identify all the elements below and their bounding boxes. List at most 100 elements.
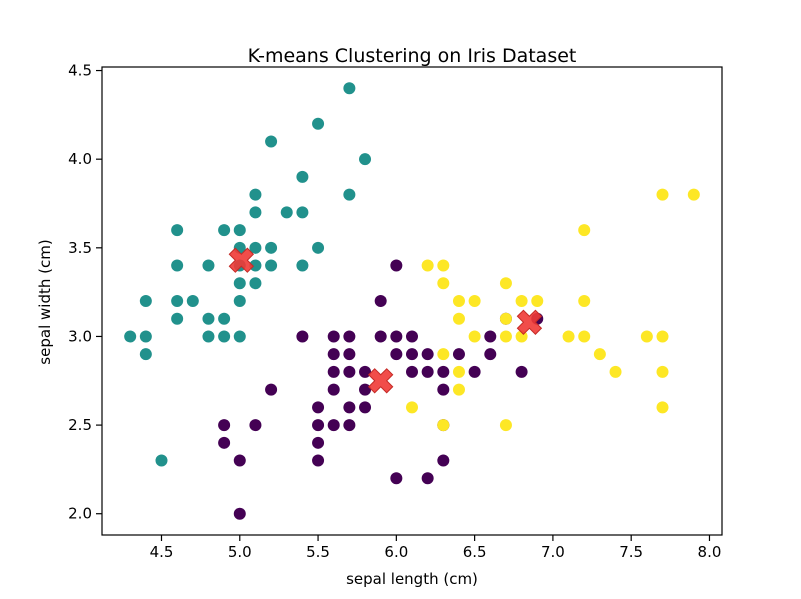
scatter-point-cluster-1 xyxy=(312,401,325,414)
scatter-point-cluster-2 xyxy=(452,383,465,396)
y-tick-label: 4.5 xyxy=(68,62,92,80)
scatter-point-cluster-2 xyxy=(499,330,512,343)
scatter-point-cluster-1 xyxy=(406,330,418,343)
scatter-point-cluster-2 xyxy=(421,259,434,272)
scatter-point-cluster-1 xyxy=(390,259,403,272)
scatter-point-cluster-1 xyxy=(327,348,340,361)
scatter-point-cluster-1 xyxy=(515,365,528,378)
scatter-point-cluster-1 xyxy=(233,507,246,520)
scatter-point-cluster-2 xyxy=(499,312,512,325)
scatter-point-cluster-0 xyxy=(343,188,356,201)
scatter-point-cluster-2 xyxy=(499,277,512,290)
scatter-point-cluster-1 xyxy=(421,348,434,361)
scatter-point-cluster-0 xyxy=(139,330,152,343)
x-tick-label: 6.5 xyxy=(463,543,487,561)
scatter-point-cluster-2 xyxy=(578,330,591,343)
y-tick-label: 3.0 xyxy=(68,327,92,345)
scatter-point-cluster-2 xyxy=(656,401,669,414)
scatter-point-cluster-1 xyxy=(421,365,434,378)
scatter-point-cluster-1 xyxy=(390,472,403,485)
scatter-point-cluster-2 xyxy=(640,330,653,343)
scatter-point-cluster-1 xyxy=(327,383,340,396)
scatter-point-cluster-2 xyxy=(531,295,544,307)
scatter-point-cluster-1 xyxy=(359,365,372,378)
y-tick-label: 4.0 xyxy=(68,150,92,168)
scatter-point-cluster-0 xyxy=(280,206,293,219)
scatter-point-cluster-2 xyxy=(578,295,591,307)
scatter-point-cluster-0 xyxy=(186,295,199,307)
scatter-point-cluster-0 xyxy=(296,170,309,183)
scatter-point-cluster-1 xyxy=(484,348,497,361)
scatter-point-cluster-1 xyxy=(359,401,372,414)
scatter-point-cluster-1 xyxy=(218,419,231,432)
scatter-point-cluster-1 xyxy=(343,365,356,378)
scatter-point-cluster-2 xyxy=(687,188,700,201)
scatter-point-cluster-0 xyxy=(359,153,372,166)
scatter-point-cluster-0 xyxy=(312,117,325,130)
scatter-point-cluster-1 xyxy=(233,454,246,467)
y-tick-label: 2.0 xyxy=(68,505,92,523)
y-axis-label: sepal width (cm) xyxy=(36,239,54,364)
scatter-point-cluster-1 xyxy=(343,330,356,343)
scatter-point-cluster-1 xyxy=(312,436,325,449)
scatter-point-cluster-2 xyxy=(437,259,450,272)
scatter-point-cluster-0 xyxy=(265,259,278,272)
centroid-marker-0 xyxy=(228,247,255,273)
scatter-point-cluster-2 xyxy=(437,348,450,361)
x-tick-label: 5.0 xyxy=(228,543,252,561)
scatter-point-cluster-1 xyxy=(359,383,372,396)
scatter-point-cluster-2 xyxy=(452,295,465,307)
scatter-point-cluster-2 xyxy=(452,365,465,378)
scatter-point-cluster-2 xyxy=(593,348,606,361)
scatter-point-cluster-0 xyxy=(202,330,215,343)
scatter-point-cluster-0 xyxy=(233,224,246,237)
scatter-point-cluster-1 xyxy=(437,454,450,467)
scatter-point-cluster-2 xyxy=(468,295,481,307)
scatter-point-cluster-0 xyxy=(249,188,262,201)
scatter-point-cluster-1 xyxy=(374,295,387,307)
scatter-point-cluster-2 xyxy=(499,419,512,432)
scatter-point-cluster-2 xyxy=(656,330,669,343)
scatter-point-cluster-2 xyxy=(406,401,418,414)
scatter-point-cluster-1 xyxy=(312,454,325,467)
x-tick-label: 7.0 xyxy=(541,543,565,561)
scatter-point-cluster-0 xyxy=(233,330,246,343)
scatter-point-cluster-0 xyxy=(249,206,262,219)
scatter-point-cluster-0 xyxy=(171,224,184,237)
scatter-point-cluster-0 xyxy=(218,330,231,343)
scatter-point-cluster-0 xyxy=(343,82,356,95)
scatter-point-cluster-1 xyxy=(437,365,450,378)
x-tick-label: 7.5 xyxy=(619,543,643,561)
scatter-point-cluster-0 xyxy=(233,295,246,307)
scatter-point-cluster-1 xyxy=(452,348,465,361)
scatter-point-cluster-0 xyxy=(233,277,246,290)
scatter-point-cluster-0 xyxy=(171,312,184,325)
scatter-point-cluster-0 xyxy=(155,454,168,467)
scatter-point-cluster-2 xyxy=(656,188,669,201)
scatter-point-cluster-1 xyxy=(484,330,497,343)
scatter-point-cluster-1 xyxy=(296,330,309,343)
scatter-point-cluster-1 xyxy=(406,348,418,361)
y-tick-label: 2.5 xyxy=(68,416,92,434)
scatter-point-cluster-2 xyxy=(437,419,450,432)
y-tick-label: 3.5 xyxy=(68,239,92,257)
scatter-point-cluster-0 xyxy=(296,206,309,219)
scatter-point-cluster-0 xyxy=(249,241,262,254)
scatter-point-cluster-0 xyxy=(296,259,309,272)
scatter-point-cluster-1 xyxy=(437,383,450,396)
scatter-point-cluster-2 xyxy=(452,312,465,325)
scatter-point-cluster-0 xyxy=(218,312,231,325)
scatter-point-cluster-1 xyxy=(343,348,356,361)
centroid-marker-1 xyxy=(367,368,394,394)
scatter-point-cluster-1 xyxy=(327,419,340,432)
scatter-point-cluster-0 xyxy=(265,135,278,148)
scatter-point-cluster-2 xyxy=(609,365,622,378)
scatter-point-cluster-0 xyxy=(265,241,278,254)
x-tick-label: 5.5 xyxy=(306,543,330,561)
scatter-point-cluster-1 xyxy=(312,419,325,432)
scatter-point-cluster-1 xyxy=(374,330,387,343)
scatter-point-cluster-1 xyxy=(406,365,418,378)
scatter-point-cluster-1 xyxy=(249,419,262,432)
plot-area: 4.5 5.0 5.5 6.0 6.5 7.0 7.5 8.0 2.0 2.5 3.0 3.5 4.0 4… xyxy=(68,62,723,561)
